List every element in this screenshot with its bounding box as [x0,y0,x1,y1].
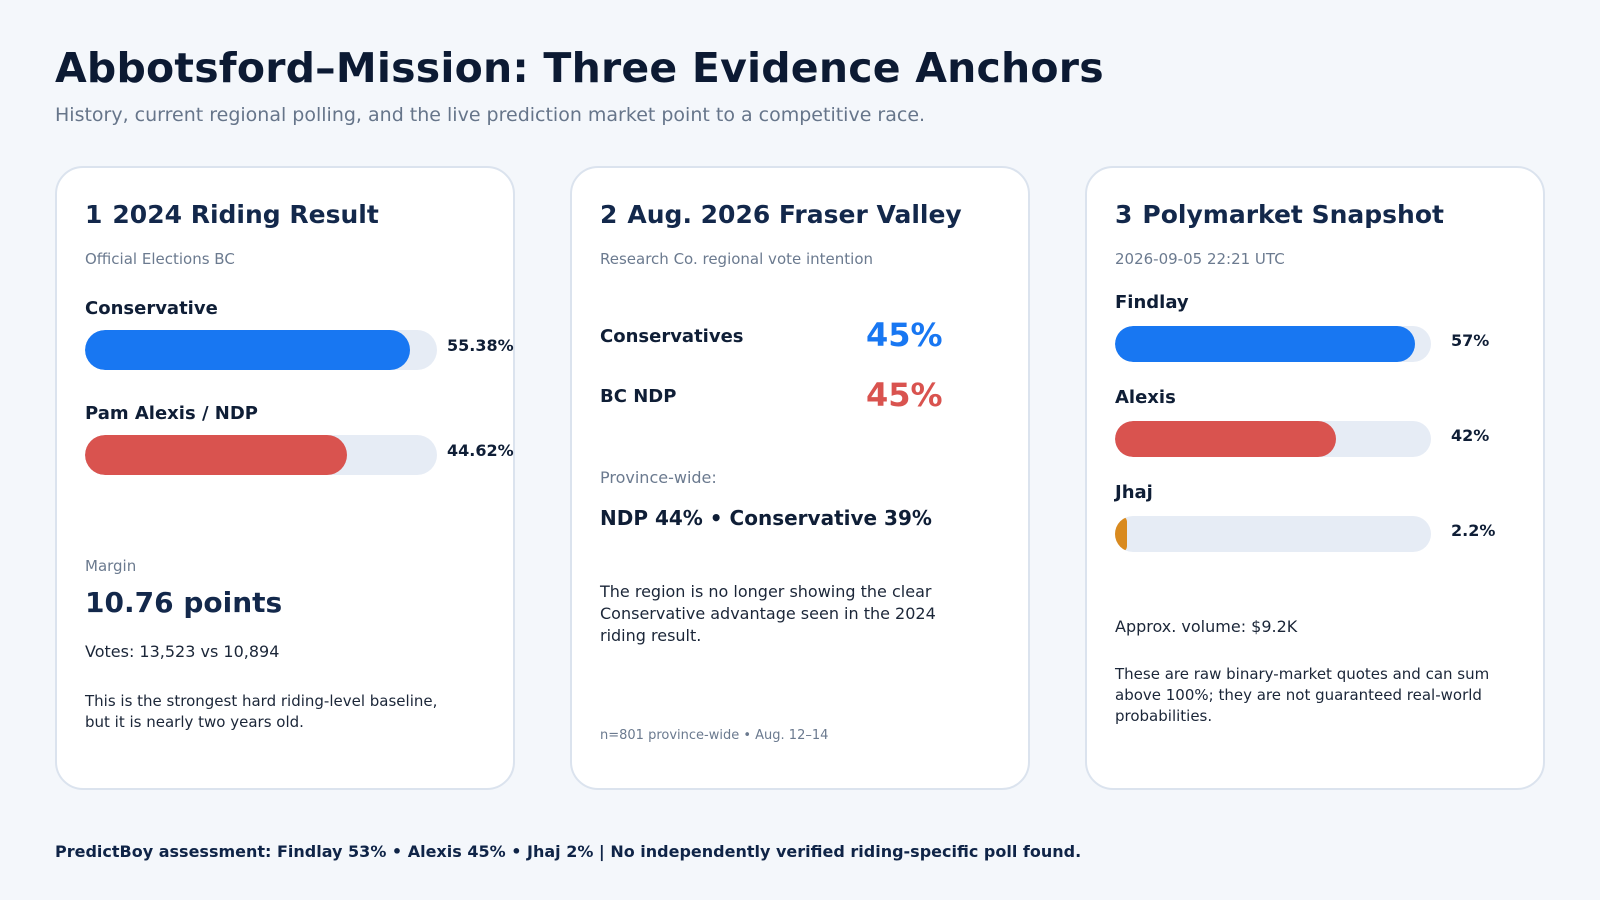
card-source: Official Elections BC [85,250,235,268]
bar-track-jhaj [1115,516,1431,552]
poll-value-ndp: 45% [866,376,943,414]
bar-fill-findlay [1115,326,1416,362]
card-title-text: 2024 Riding Result [112,200,379,229]
bar-track-ndp [85,435,437,475]
bar-label-findlay: Findlay [1115,292,1189,313]
bar-track-findlay [1115,326,1431,362]
province-label: Province-wide: [600,468,717,487]
poll-footnote: n=801 province-wide • Aug. 12–14 [600,728,829,743]
assessment-footer: PredictBoy assessment: Findlay 53% • Ale… [55,842,1082,861]
card-note: This is the strongest hard riding-level … [85,692,438,731]
margin-value: 10.76 points [85,586,283,619]
bar-value-conservative: 55.38% [447,336,514,355]
poll-label-conservatives: Conservatives [600,326,744,347]
bar-value-findlay: 57% [1451,331,1490,350]
bar-label-conservative: Conservative [85,298,218,319]
bar-value-jhaj: 2.2% [1451,521,1496,540]
poll-label-ndp: BC NDP [600,386,677,407]
bar-fill-ndp [85,435,347,475]
bar-value-alexis: 42% [1451,426,1490,445]
card-note: These are raw binary-market quotes and c… [1115,665,1490,725]
card-number: 3 [1115,200,1133,229]
province-value: NDP 44% • Conservative 39% [600,506,932,530]
card-source: Research Co. regional vote intention [600,250,874,268]
card-title-text: Aug. 2026 Fraser Valley [627,200,962,229]
card-title: 2 Aug. 2026 Fraser Valley [600,200,962,229]
page-subtitle: History, current regional polling, and t… [55,104,926,126]
bar-label-jhaj: Jhaj [1115,482,1153,503]
card-number: 2 [600,200,618,229]
bar-value-ndp: 44.62% [447,441,514,460]
card-title-text: Polymarket Snapshot [1142,200,1444,229]
polymarket-card: 3 Polymarket Snapshot 2026-09-05 22:21 UT… [1085,166,1545,790]
bar-label-alexis: Alexis [1115,387,1176,408]
bar-track-alexis [1115,421,1431,457]
card-title: 1 2024 Riding Result [85,200,379,229]
volume-text: Approx. volume: $9.2K [1115,617,1298,636]
bar-label-ndp: Pam Alexis / NDP [85,403,258,424]
card-timestamp: 2026-09-05 22:21 UTC [1115,250,1285,268]
card-number: 1 [85,200,103,229]
page-title: Abbotsford–Mission: Three Evidence Ancho… [55,44,1104,92]
votes-text: Votes: 13,523 vs 10,894 [85,642,280,661]
margin-label: Margin [85,557,137,575]
bar-fill-alexis [1115,421,1337,457]
riding-result-card: 1 2024 Riding Result Official Elections B… [55,166,515,790]
bar-fill-conservative [85,330,410,370]
poll-value-conservatives: 45% [866,316,943,354]
regional-poll-card: 2 Aug. 2026 Fraser Valley Research Co. re… [570,166,1030,790]
bar-track-conservative [85,330,437,370]
card-note: The region is no longer showing the clea… [600,582,936,645]
card-title: 3 Polymarket Snapshot [1115,200,1444,229]
bar-fill-jhaj [1115,516,1127,552]
